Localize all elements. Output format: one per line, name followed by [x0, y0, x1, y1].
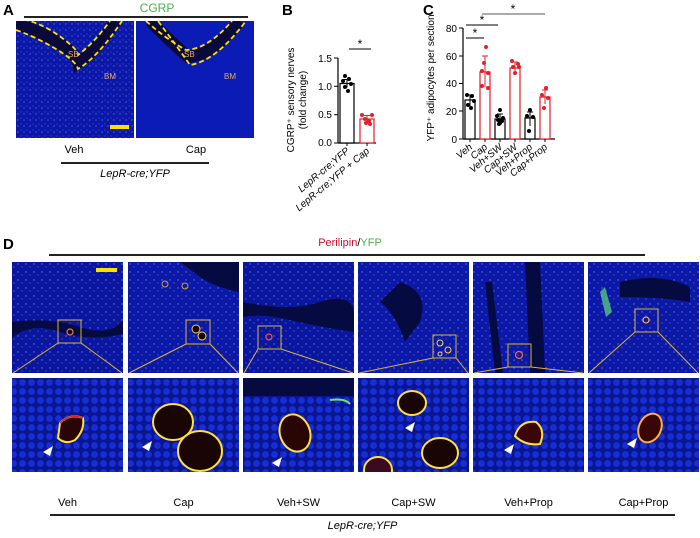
svg-text:SB: SB: [184, 50, 195, 59]
panel-d-genotype: LepR-cre;YFP: [327, 520, 398, 532]
panel-a-micrograph-veh: SB BM: [16, 21, 134, 138]
svg-text:(fold change): (fold change): [298, 71, 309, 129]
svg-text:1.0: 1.0: [318, 82, 332, 93]
zoom-cap-sw: [358, 378, 469, 472]
svg-text:BM: BM: [224, 72, 236, 81]
overview-veh-sw: [243, 262, 354, 374]
panel-a-genotype: LepR-cre;YFP: [100, 168, 170, 180]
panel-d-header-line: [49, 254, 645, 256]
arrowhead-icon: [43, 446, 53, 456]
panel-a-header-line: [24, 16, 248, 18]
arrowhead-icon: [142, 441, 152, 451]
svg-text:*: *: [473, 26, 478, 40]
panel-d-image-grid: [12, 262, 699, 472]
overview-veh: [12, 262, 123, 374]
panel-c-letter: C: [423, 2, 434, 19]
panel-a-genotype-line: [61, 162, 209, 164]
panel-d-stain-label: Perilipin/YFP: [318, 237, 382, 249]
zoom-veh-sw: [243, 378, 354, 472]
panel-a-micrograph-cap: SB BM: [136, 21, 254, 138]
panel-d-letter: D: [3, 236, 14, 253]
panel-d-condition-veh-prop: Veh+Prop: [504, 497, 553, 509]
panel-a-condition-veh: Veh: [64, 144, 84, 156]
arrowhead-icon: [627, 438, 637, 448]
region-label-sb: SB: [68, 50, 79, 59]
panel-c-ylabel: YFP⁺ adipocytes per section: [426, 14, 437, 141]
overview-veh-prop: [473, 262, 584, 374]
cgrp-veh-image: SB BM: [16, 21, 134, 138]
svg-text:40: 40: [446, 79, 458, 90]
svg-text:0.0: 0.0: [318, 138, 332, 149]
zoom-veh: [12, 378, 123, 472]
zoom-cap: [128, 378, 239, 472]
region-label-bm: BM: [104, 72, 116, 81]
panel-b-chart: CGRP⁺ sensory nerves (fold change) 0.0 0…: [286, 37, 376, 214]
svg-text:1.5: 1.5: [318, 54, 332, 65]
cgrp-cap-image: SB BM: [145, 21, 247, 81]
panel-d-condition-veh: Veh: [58, 497, 77, 509]
svg-text:*: *: [358, 37, 363, 51]
svg-text:80: 80: [446, 24, 458, 35]
arrowhead-icon: [504, 444, 514, 454]
arrowhead-icon: [405, 422, 415, 432]
panel-d-condition-veh-sw: Veh+SW: [276, 497, 321, 509]
svg-text:60: 60: [446, 52, 458, 63]
svg-text:0.5: 0.5: [318, 110, 332, 121]
scale-bar: [110, 125, 129, 129]
zoom-veh-prop: [473, 378, 584, 472]
svg-text:*: *: [511, 2, 516, 16]
overview-cap-prop: [588, 262, 699, 374]
zoom-cap-prop: [588, 378, 699, 472]
scale-bar: [96, 268, 117, 272]
arrowhead-icon: [272, 457, 282, 467]
panel-d-condition-cap-sw: Cap+SW: [391, 497, 436, 509]
panel-a-condition-cap: Cap: [185, 144, 207, 156]
panel-d-condition-cap-prop: Cap+Prop: [618, 497, 669, 509]
panel-b-letter: B: [282, 2, 293, 19]
overview-cap: [128, 262, 239, 374]
panel-a-letter: A: [3, 2, 14, 19]
svg-text:*: *: [480, 13, 485, 27]
overview-cap-sw: [358, 262, 469, 374]
panel-d-genotype-line: [50, 514, 675, 516]
svg-text:20: 20: [446, 107, 458, 118]
panel-b-ylabel: CGRP⁺ sensory nerves: [286, 48, 297, 153]
panel-c-chart: YFP⁺ adipocytes per section 0 20 40 60 8…: [426, 2, 555, 179]
svg-text:0: 0: [451, 135, 457, 146]
panel-a-stain-label: CGRP: [139, 1, 175, 15]
panel-d-condition-cap: Cap: [173, 497, 194, 509]
